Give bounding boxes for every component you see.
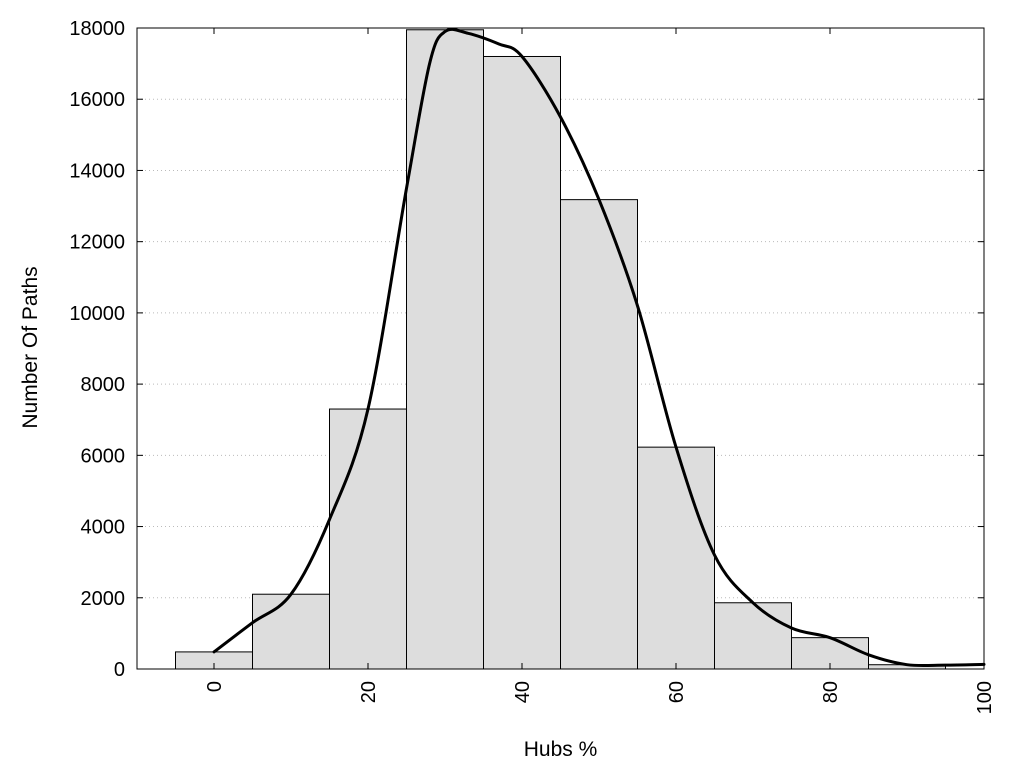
y-tick-label: 10000 xyxy=(69,303,125,325)
x-axis-label: Hubs % xyxy=(524,738,598,761)
x-tick-label: 100 xyxy=(974,681,996,714)
x-tick-label: 80 xyxy=(820,681,842,703)
histogram-bar xyxy=(637,446,715,670)
y-axis-label: Number Of Paths xyxy=(19,266,42,428)
histogram-bar xyxy=(329,408,407,670)
y-tick-label: 14000 xyxy=(69,160,125,182)
density-curve xyxy=(212,27,986,668)
histogram-bars xyxy=(175,29,946,670)
histogram-bar xyxy=(714,602,792,670)
y-tick-label: 2000 xyxy=(81,588,126,610)
plot-frame xyxy=(136,27,985,670)
histogram-bar xyxy=(483,55,561,670)
x-tick-label: 60 xyxy=(666,681,688,703)
histogram-bar xyxy=(406,29,484,670)
y-tick-label: 12000 xyxy=(69,232,125,254)
histogram-bar xyxy=(252,593,330,670)
x-tick-label: 20 xyxy=(358,681,380,703)
x-axis-ticks: 0 20 40 60 80 100 xyxy=(204,28,996,714)
y-tick-label: 0 xyxy=(114,659,125,681)
y-tick-label: 4000 xyxy=(81,517,126,539)
y-tick-label: 8000 xyxy=(81,374,126,396)
y-axis-ticks: 0 2000 4000 6000 8000 10000 12000 14000 16000 180… xyxy=(69,18,984,681)
y-tick-label: 16000 xyxy=(69,89,125,111)
y-tick-label: 18000 xyxy=(69,18,125,40)
x-tick-label: 0 xyxy=(204,681,226,692)
y-tick-label: 6000 xyxy=(81,445,126,467)
x-tick-label: 40 xyxy=(512,681,534,703)
